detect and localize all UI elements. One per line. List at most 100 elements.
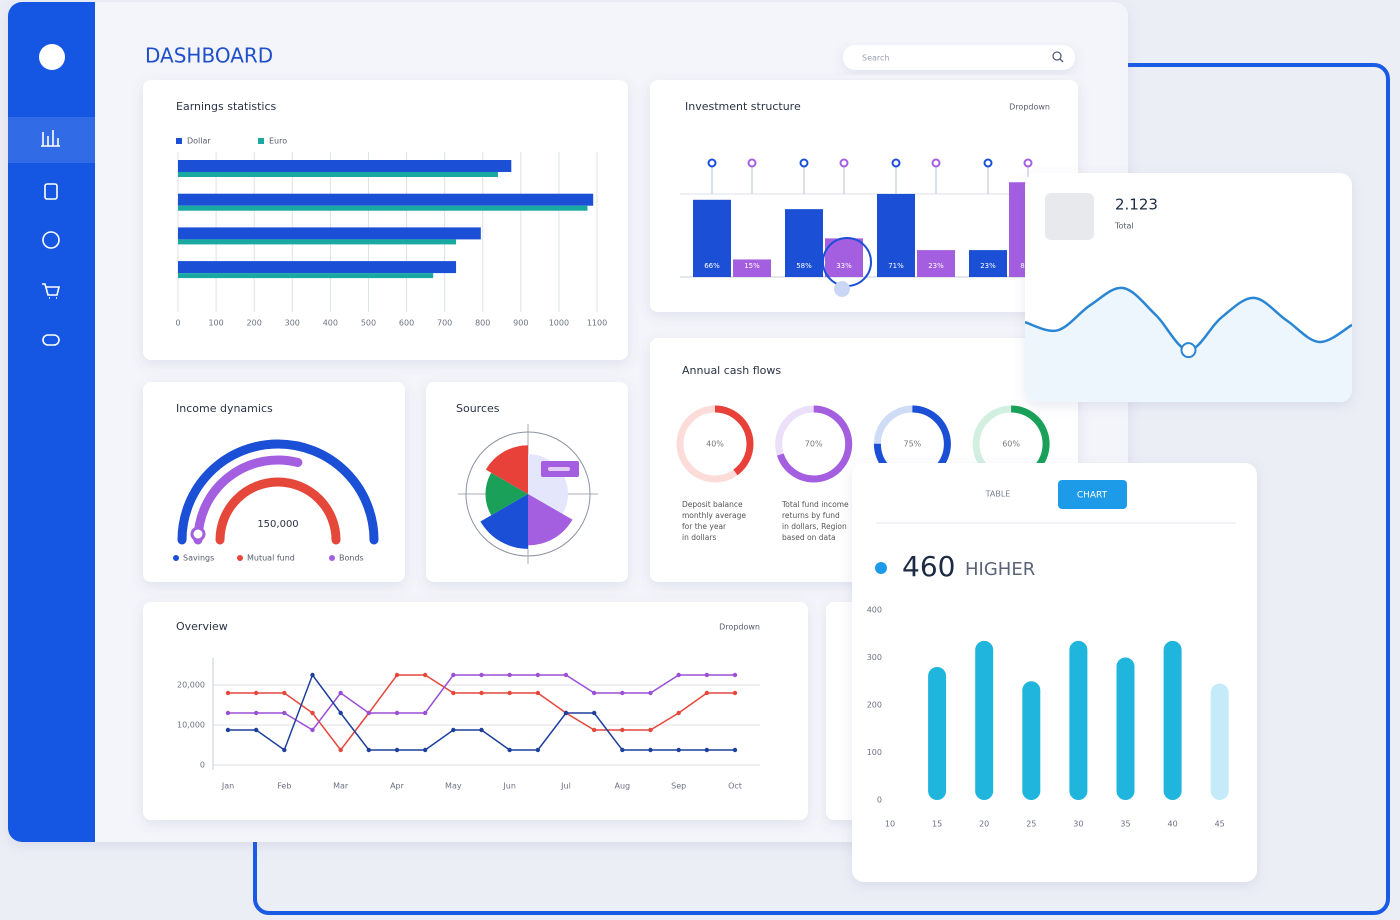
x-tick-label: May [445,782,462,791]
nav-docs[interactable] [44,183,58,200]
search-icon[interactable] [1052,51,1064,63]
legend-swatch [176,138,182,144]
tab-chart-button[interactable] [1058,480,1127,509]
card-title: Annual cash flows [682,364,781,377]
pin [931,158,941,168]
bar [785,209,823,277]
polar-slice [485,445,528,494]
line-point [507,672,512,678]
line-point [732,690,738,696]
polar-tag-line [548,467,570,471]
line-point [479,690,484,696]
line-point [591,727,597,733]
x-tick-label: 45 [1215,820,1225,829]
x-tick-label: 20 [979,820,989,829]
dropdown[interactable]: Dropdown [1009,103,1050,112]
line-point [422,672,428,678]
description: based on data [782,533,836,542]
x-tick-label: 600 [399,319,414,328]
line-point [704,690,710,696]
line-point [535,747,541,753]
y-tick-label: 400 [867,606,882,615]
bar-label: 71% [888,262,904,270]
nav-cart[interactable] [42,283,61,299]
bar [178,205,588,211]
x-tick-label: 0 [175,319,180,328]
x-tick-label: 200 [247,319,262,328]
line-point [225,690,231,696]
total-value: 2.123 [1115,196,1158,214]
bar [877,193,915,277]
dropdown[interactable]: Dropdown [719,623,760,632]
donut-label: 70% [805,440,823,449]
line-point [620,747,625,753]
gauge-center-label: 150,000 [257,519,298,530]
y-tick-label: 20,000 [177,681,205,690]
line-point [620,690,625,696]
line-point [338,690,343,696]
line-point [676,672,681,678]
line-point [282,690,287,696]
line-point [225,727,231,733]
y-tick-label: 0 [877,796,882,805]
line-point [253,690,259,696]
bar [1116,657,1135,800]
x-tick-label: Apr [390,782,405,791]
card-title: Earnings statistics [176,100,277,113]
y-tick-label: 10,000 [177,721,205,730]
x-tick-label: Jul [560,782,571,791]
bar [1069,640,1088,800]
legend-label: Savings [183,554,214,563]
x-tick-label: Feb [277,782,291,791]
bar [733,259,771,277]
x-tick-label: 30 [1073,820,1083,829]
bar-label: 33% [836,262,852,270]
polar-slice [528,477,562,511]
x-tick-label: 40 [1168,820,1178,829]
description: for the year [682,522,727,531]
line-point [732,747,738,753]
pin [747,158,757,168]
line-point [704,672,710,678]
line-point [338,710,343,716]
nav-settings[interactable] [42,334,60,346]
donut-label: 40% [706,440,724,449]
card [143,80,628,360]
x-tick-label: Sep [671,782,686,791]
line-point [253,710,259,716]
nav-globe[interactable] [42,231,60,249]
line-point [422,747,428,753]
legend-dot [329,555,335,561]
line-point [563,710,569,716]
legend-dot [237,555,243,561]
line-point [451,672,456,678]
bar [178,160,512,172]
bar-label: 15% [744,262,760,270]
headline-value: 460 [902,550,955,583]
x-tick-label: 500 [361,319,376,328]
y-tick-label: 300 [867,653,882,662]
line-point [507,747,512,753]
nav-stats[interactable] [41,130,60,147]
gauge-arc [193,455,303,545]
nav-active [8,117,95,163]
tab-table[interactable]: TABLE [985,490,1011,499]
bar [178,273,434,279]
line-point [366,710,372,716]
search-box[interactable] [843,45,1075,70]
logo[interactable] [39,44,65,70]
donut-label: 75% [904,440,922,449]
gauge-arc [177,439,379,545]
y-tick-label: 100 [867,748,882,757]
headline-label: HIGHER [965,559,1035,580]
wave-area [1025,287,1352,402]
line-point [507,690,512,696]
legend-label: Mutual fund [247,554,295,563]
line-point [310,727,315,733]
card [852,463,1257,882]
bar [178,227,481,240]
y-tick-label: 200 [867,701,882,710]
description: in dollars [682,533,716,542]
tab-chart[interactable]: CHART [1077,491,1108,501]
